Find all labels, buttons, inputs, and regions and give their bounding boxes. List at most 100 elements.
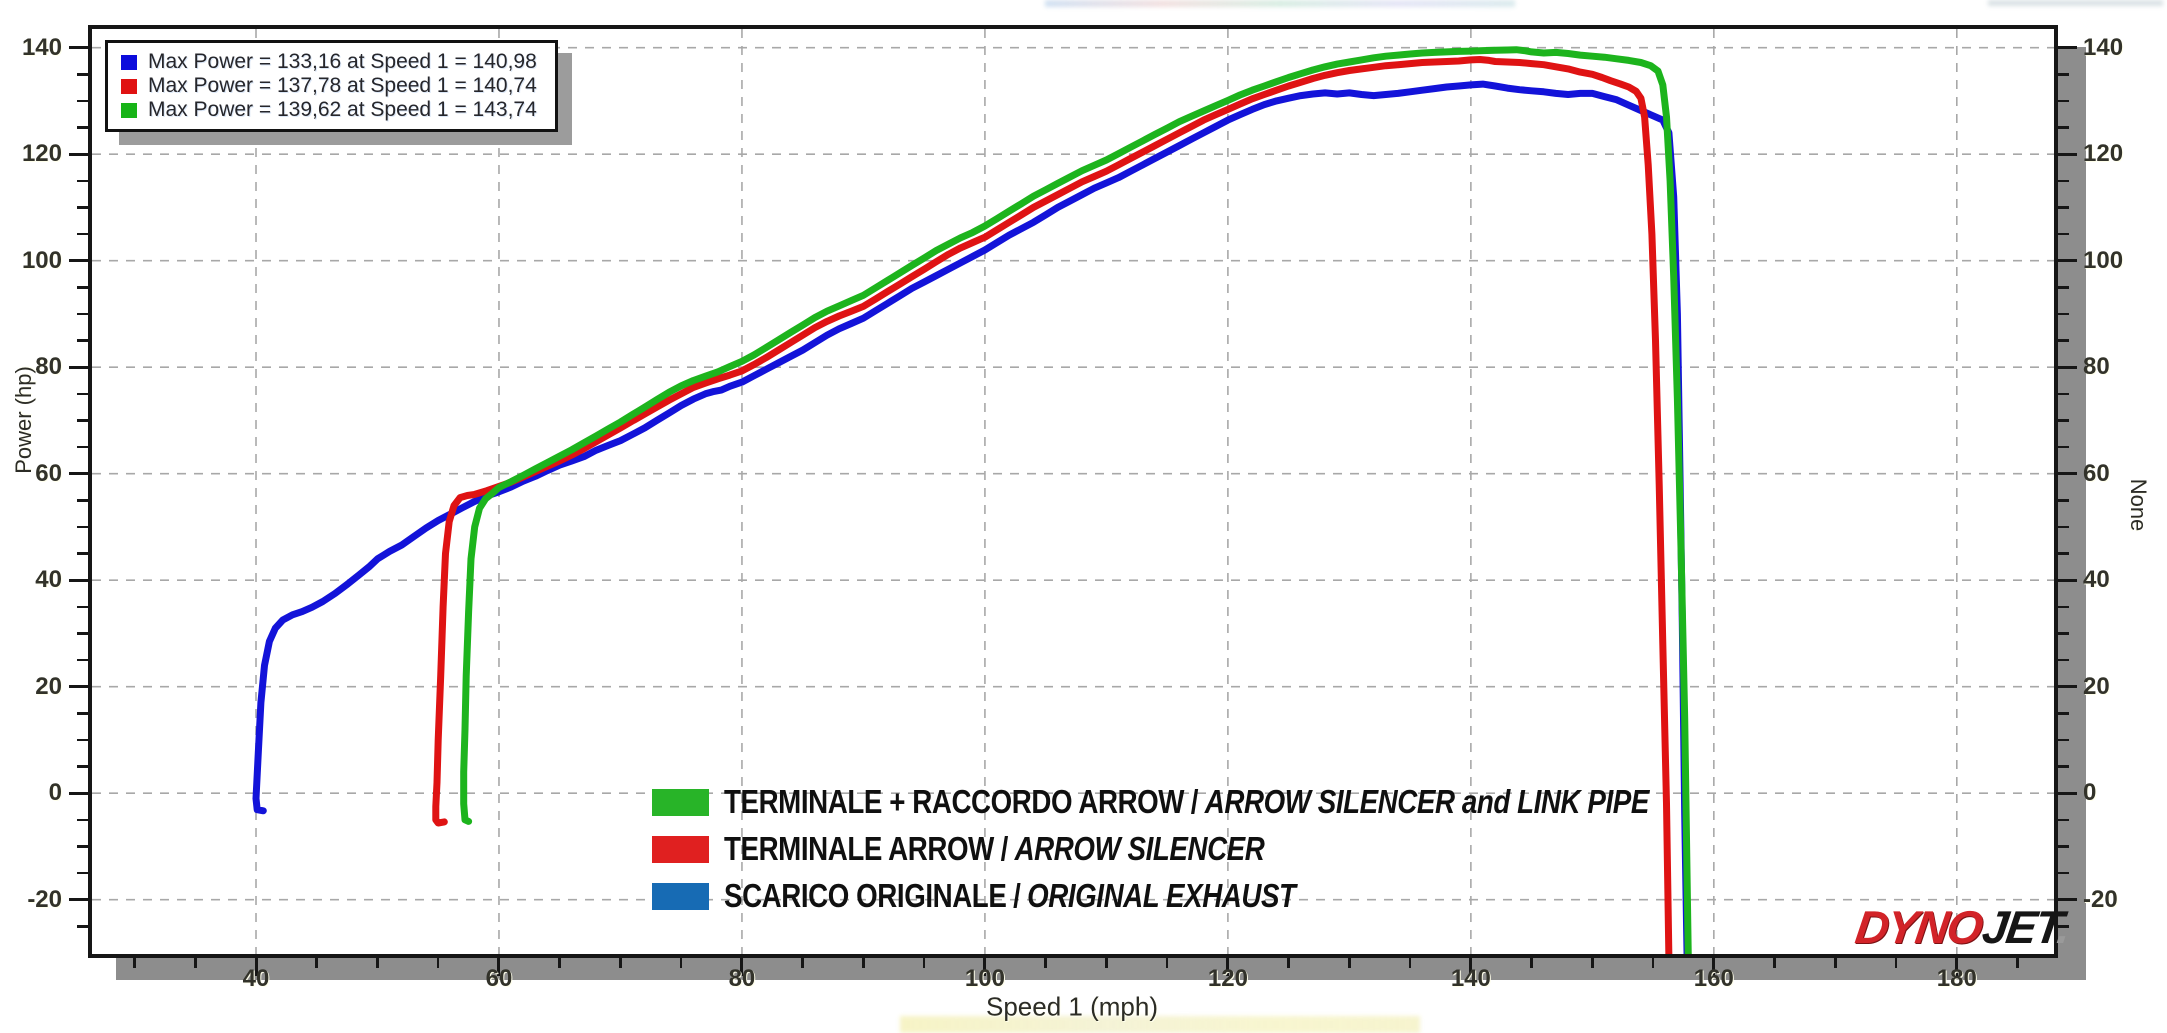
series-label-main: SCARICO ORIGINALE <box>724 877 1007 914</box>
max-legend-row-green: Max Power = 139,62 at Speed 1 = 143,74 <box>121 98 537 122</box>
tick-mark <box>69 46 88 50</box>
power-curve-green <box>460 46 1692 954</box>
tick-mark <box>2058 845 2069 848</box>
tick-mark <box>2058 525 2069 529</box>
tick-label: 40 <box>2083 566 2110 594</box>
tick-mark <box>2058 898 2077 902</box>
tick-mark <box>2058 605 2069 609</box>
tick-mark <box>77 845 88 848</box>
tick-label: 20 <box>2083 672 2110 700</box>
tick-label: 140 <box>21 33 62 61</box>
tick-mark <box>2058 46 2077 50</box>
tick-mark <box>77 632 88 635</box>
series-label-italic: ARROW SILENCER <box>1014 830 1265 867</box>
series-label-italic: ARROW SILENCER and LINK PIPE <box>1204 783 1650 820</box>
max-legend-text-blue: Max Power = 133,16 at Speed 1 = 140,98 <box>148 50 537 73</box>
blue-series-swatch <box>121 54 137 70</box>
tick-mark <box>1287 958 1290 968</box>
tick-mark <box>77 925 88 928</box>
tick-mark <box>77 339 88 342</box>
tick-mark <box>2058 552 2069 555</box>
max-legend-text-red: Max Power = 137,78 at Speed 1 = 140,74 <box>148 74 537 97</box>
tick-mark <box>2058 871 2069 875</box>
tick-label: 0 <box>48 779 62 807</box>
x-axis-title: Speed 1 (mph) <box>986 991 1158 1022</box>
tick-mark <box>2058 632 2069 635</box>
tick-mark <box>1044 958 1047 968</box>
tick-label: 80 <box>2083 353 2110 381</box>
tick-mark <box>2058 685 2077 689</box>
tick-label: 120 <box>21 140 62 168</box>
tick-mark <box>77 126 88 129</box>
tick-mark <box>69 898 88 902</box>
power-curve-blue <box>252 80 1691 954</box>
series-label-separator: / <box>1000 830 1009 867</box>
series-legend-label-red: TERMINALE ARROW / ARROW SILENCER <box>724 830 1265 868</box>
tick-mark <box>2058 578 2077 582</box>
tick-mark <box>1105 958 1108 968</box>
tick-mark <box>2058 206 2069 209</box>
tick-mark <box>69 578 88 582</box>
tick-label: 140 <box>1450 965 1491 992</box>
cropped-text-artifact-bottom <box>900 1016 1420 1033</box>
power-curve-red <box>432 56 1673 954</box>
series-label-italic: ORIGINAL EXHAUST <box>1027 877 1296 914</box>
tick-mark <box>1894 958 1898 968</box>
tick-mark <box>69 685 88 689</box>
tick-mark <box>77 871 88 875</box>
tick-mark <box>1165 958 1169 968</box>
red-series-swatch <box>121 78 137 94</box>
tick-mark <box>1348 958 1351 968</box>
tick-mark <box>77 738 88 742</box>
tick-label: -20 <box>2083 885 2118 913</box>
tick-mark <box>2058 232 2069 236</box>
tick-mark <box>2058 392 2069 396</box>
tick-label: 20 <box>35 672 62 700</box>
max-legend-text-green: Max Power = 139,62 at Speed 1 = 143,74 <box>148 98 537 121</box>
tick-mark <box>77 392 88 396</box>
tick-mark <box>2058 925 2069 928</box>
tick-mark <box>2058 152 2077 156</box>
tick-label: 100 <box>964 965 1005 992</box>
tick-mark <box>77 525 88 529</box>
tick-mark <box>77 286 88 289</box>
tick-mark <box>1955 958 1959 976</box>
tick-mark <box>77 179 88 183</box>
tick-mark <box>77 658 88 662</box>
tick-mark <box>2058 312 2069 316</box>
tick-mark <box>2058 499 2069 502</box>
tick-mark <box>376 958 379 968</box>
tick-label: 40 <box>242 965 270 992</box>
tick-mark <box>1530 958 1533 968</box>
tick-mark <box>1834 958 1837 968</box>
tick-mark <box>77 605 88 609</box>
y-axis-title-right: None <box>2126 478 2151 532</box>
tick-label: 60 <box>35 459 62 487</box>
tick-mark <box>2058 472 2077 476</box>
tick-mark <box>679 958 683 968</box>
tick-mark <box>1408 958 1412 968</box>
plot-area <box>88 25 2058 958</box>
tick-label: 80 <box>728 965 756 992</box>
tick-mark <box>2016 958 2019 968</box>
tick-mark <box>315 958 318 968</box>
tick-mark <box>497 958 501 976</box>
tick-label: 180 <box>1936 965 1977 992</box>
tick-mark <box>77 712 88 715</box>
chart-curves-svg <box>92 29 2054 954</box>
tick-mark <box>254 958 258 976</box>
series-legend-row-green: TERMINALE + RACCORDO ARROW / ARROW SILEN… <box>652 783 1825 820</box>
series-legend-label-green: TERMINALE + RACCORDO ARROW / ARROW SILEN… <box>724 783 1649 821</box>
tick-mark <box>194 958 197 968</box>
tick-mark <box>2058 259 2077 263</box>
tick-mark <box>2058 765 2069 768</box>
tick-mark <box>69 472 88 476</box>
tick-mark <box>1712 958 1716 976</box>
tick-mark <box>77 99 88 103</box>
tick-mark <box>69 365 88 369</box>
dynojet-logo-jet: JET <box>1979 901 2062 953</box>
max-legend-row-red: Max Power = 137,78 at Speed 1 = 140,74 <box>121 74 537 98</box>
tick-label: 120 <box>1207 965 1248 992</box>
tick-mark <box>1773 958 1776 968</box>
y-axis-title-left: Power (hp) <box>11 366 36 474</box>
